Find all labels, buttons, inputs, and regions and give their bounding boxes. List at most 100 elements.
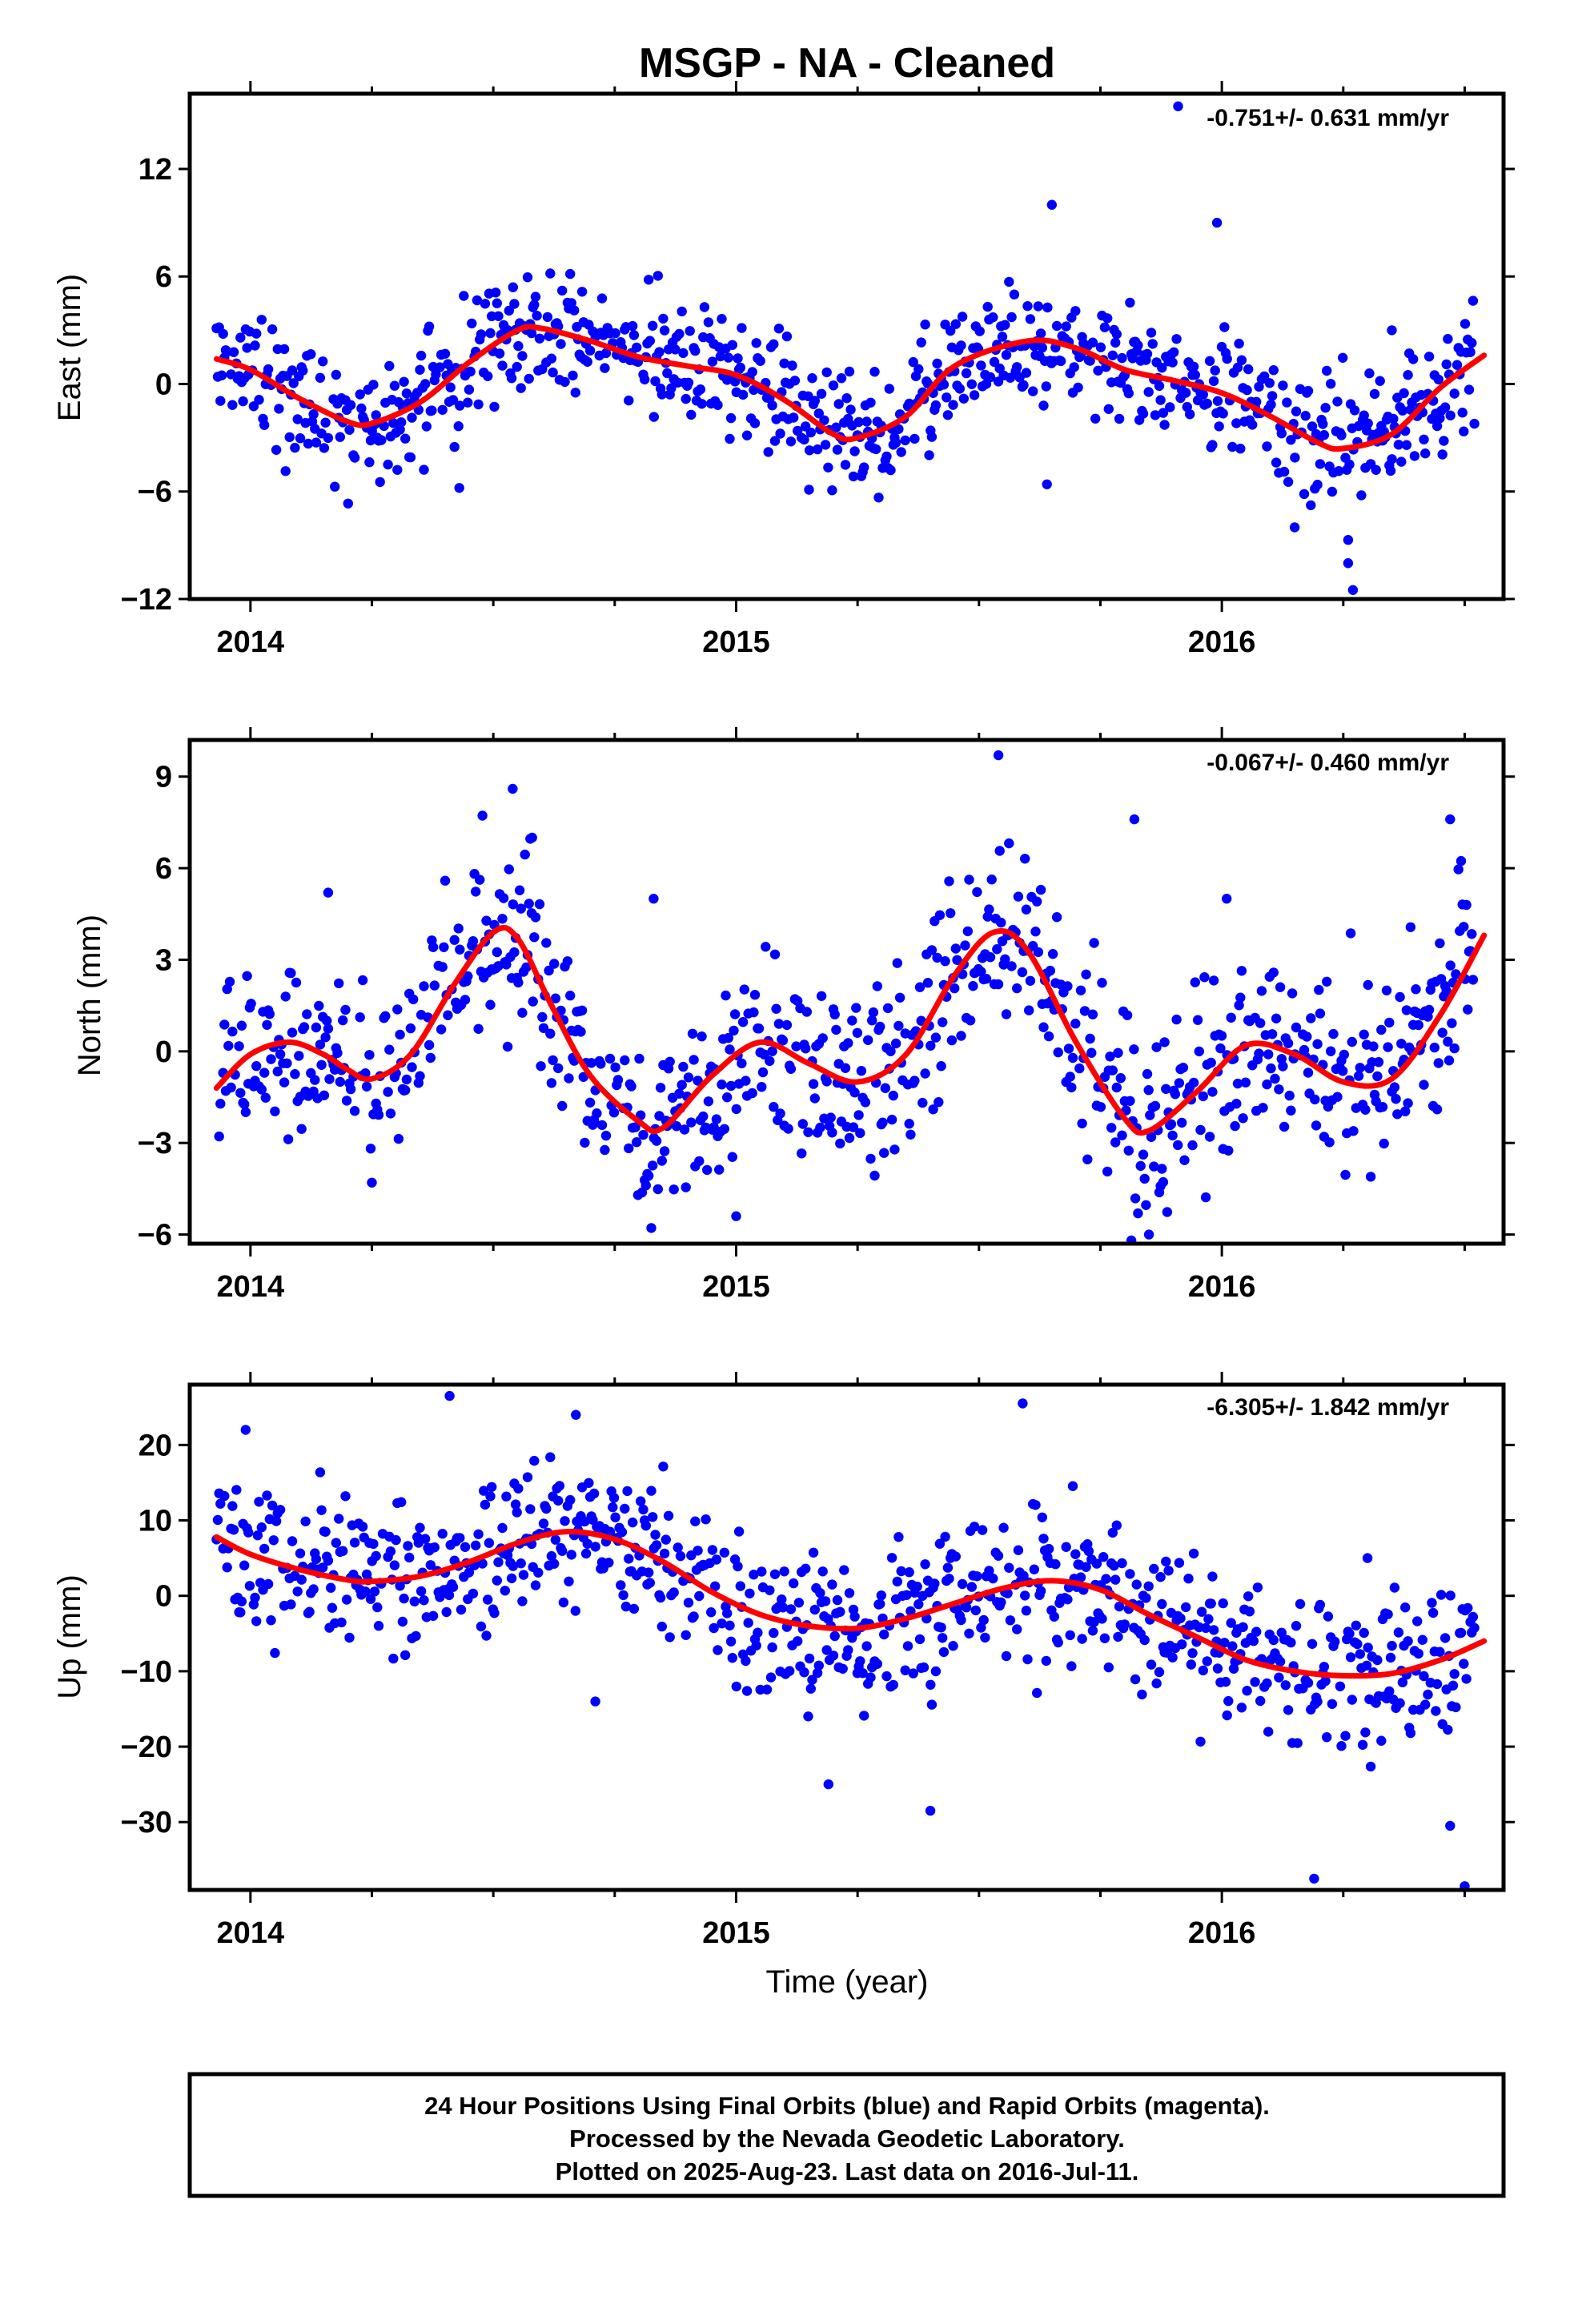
north-data-point xyxy=(1278,1061,1288,1072)
north-data-point xyxy=(689,1055,699,1065)
east-data-point xyxy=(596,293,608,304)
east-ytick-label: 6 xyxy=(155,260,172,294)
up-data-point xyxy=(1119,1619,1130,1630)
east-data-point xyxy=(335,432,345,442)
up-data-point xyxy=(1177,1639,1187,1650)
north-data-point xyxy=(1177,1117,1187,1128)
up-data-point xyxy=(673,1542,683,1553)
east-data-point xyxy=(1452,360,1463,370)
east-data-point xyxy=(420,379,431,389)
up-data-point xyxy=(1361,1660,1372,1671)
up-data-point xyxy=(1037,1512,1048,1523)
up-data-point xyxy=(706,1607,717,1618)
up-data-point xyxy=(275,1505,286,1515)
east-data-point xyxy=(274,404,284,414)
north-data-point xyxy=(853,1110,864,1120)
up-data-point xyxy=(1049,1611,1060,1622)
up-data-point xyxy=(1061,1542,1071,1552)
east-data-point xyxy=(489,401,500,412)
up-data-point xyxy=(546,1550,557,1562)
east-data-point xyxy=(557,285,568,296)
north-ytick-label: 6 xyxy=(155,852,172,886)
up-data-point xyxy=(557,1546,568,1556)
north-data-point xyxy=(1348,1126,1359,1136)
north-data-point xyxy=(1365,1172,1376,1182)
east-data-point xyxy=(813,408,824,419)
north-data-point xyxy=(1232,1078,1243,1089)
up-data-point xyxy=(1114,1601,1125,1612)
north-data-point xyxy=(1158,1176,1169,1188)
north-xtick-label: 2014 xyxy=(217,1270,285,1304)
up-data-point xyxy=(859,1711,869,1721)
up-data-point xyxy=(580,1548,592,1559)
north-data-point xyxy=(1038,1022,1049,1032)
east-data-point xyxy=(859,462,869,472)
north-data-point xyxy=(698,1111,709,1122)
up-data-point xyxy=(1223,1695,1234,1707)
east-data-point xyxy=(427,405,437,416)
up-data-point xyxy=(1412,1616,1423,1626)
east-data-point xyxy=(228,347,239,357)
north-data-point xyxy=(1433,1058,1444,1068)
up-data-point xyxy=(743,1618,753,1628)
north-data-point xyxy=(1431,1104,1443,1115)
east-outlier-point xyxy=(804,485,814,495)
up-data-point xyxy=(331,1538,341,1548)
up-data-point xyxy=(1347,1695,1358,1705)
east-data-point xyxy=(779,358,789,368)
east-data-point xyxy=(1439,402,1451,412)
east-data-point xyxy=(1468,296,1479,306)
east-data-point xyxy=(624,395,634,406)
north-data-point xyxy=(1315,1008,1326,1019)
up-data-point xyxy=(399,1593,409,1604)
up-data-point xyxy=(1459,1659,1469,1669)
up-data-point xyxy=(239,1560,250,1570)
north-data-point xyxy=(471,887,481,897)
up-data-point xyxy=(455,1533,465,1543)
north-data-point xyxy=(869,1170,880,1181)
up-data-point xyxy=(487,1482,497,1493)
north-data-point xyxy=(808,1079,819,1089)
east-data-point xyxy=(1157,363,1167,373)
east-data-point xyxy=(650,376,661,387)
up-data-point xyxy=(1435,1647,1445,1657)
north-data-point xyxy=(844,1132,855,1144)
north-data-point xyxy=(294,1051,304,1061)
up-data-point xyxy=(717,1618,727,1629)
up-data-point xyxy=(940,1531,950,1542)
north-data-point xyxy=(847,1015,857,1026)
up-data-point xyxy=(913,1599,924,1610)
up-data-point xyxy=(1387,1640,1397,1651)
north-data-point xyxy=(1405,922,1416,933)
north-data-point xyxy=(475,875,485,885)
north-data-point xyxy=(315,1039,326,1050)
north-data-point xyxy=(1097,978,1107,988)
north-data-point xyxy=(1274,1084,1284,1095)
north-data-point xyxy=(1303,1068,1314,1078)
north-data-point xyxy=(468,936,479,947)
up-data-point xyxy=(640,1520,651,1531)
north-data-point xyxy=(455,944,465,955)
north-data-point xyxy=(711,1114,722,1124)
up-data-point xyxy=(1330,1636,1340,1647)
up-ytick-label: 0 xyxy=(155,1580,172,1614)
up-data-point xyxy=(492,1575,502,1586)
up-data-point xyxy=(270,1647,280,1659)
up-data-point xyxy=(1363,1642,1373,1653)
up-data-point xyxy=(1206,1598,1216,1609)
up-data-point xyxy=(481,1630,492,1641)
north-data-point xyxy=(1403,1098,1413,1108)
north-data-point xyxy=(481,915,492,926)
north-data-point xyxy=(439,942,449,953)
up-data-point xyxy=(719,1547,729,1558)
east-data-point xyxy=(819,415,829,425)
up-data-point xyxy=(1351,1620,1362,1631)
up-data-point xyxy=(1423,1689,1433,1700)
up-data-point xyxy=(976,1622,986,1633)
north-data-point xyxy=(996,917,1006,928)
north-data-point xyxy=(557,1100,568,1112)
north-data-point xyxy=(816,991,827,1002)
up-data-point xyxy=(809,1604,820,1615)
north-data-point xyxy=(1312,1039,1323,1049)
east-data-point xyxy=(1035,328,1046,339)
